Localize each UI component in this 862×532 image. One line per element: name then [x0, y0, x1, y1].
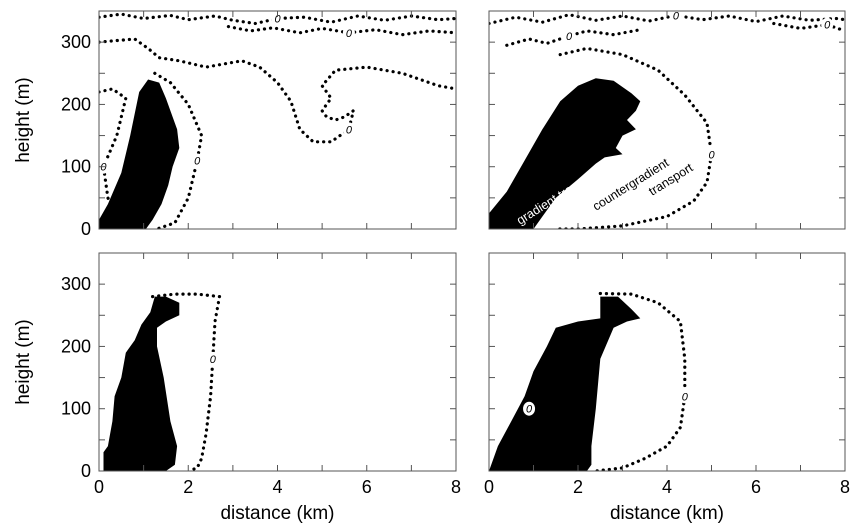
contour-label: 0: [824, 20, 831, 32]
contour-label-bg: [705, 147, 718, 162]
zero-contour-line: [153, 71, 204, 229]
contour-label: 0: [194, 155, 201, 167]
contour-label: 0: [274, 13, 281, 25]
y-tick-label: 0: [81, 461, 91, 481]
contour-label: 0: [346, 124, 353, 136]
y-tick-label: 0: [81, 219, 91, 239]
y-tick-label: 300: [61, 32, 91, 52]
x-tick-label: 2: [573, 477, 583, 497]
plot-area: 0: [103, 292, 222, 471]
contour-label: 0: [346, 28, 353, 40]
contour-label-bg: [523, 401, 536, 416]
contour-label-bg: [821, 17, 834, 32]
y-tick-label: 200: [61, 94, 91, 114]
plot-area: 0 0 0 0 0: [99, 11, 456, 229]
x-tick-label: 4: [272, 477, 282, 497]
zero-contour-line: [772, 21, 845, 33]
plot-area: 00: [489, 291, 691, 471]
contour-label: 0: [566, 31, 573, 43]
negative-flux-region: [99, 79, 180, 229]
x-tick-label: 8: [451, 477, 461, 497]
contour-label: 0: [682, 391, 689, 403]
negative-flux-region: [489, 296, 641, 471]
y-tick-label: 100: [61, 399, 91, 419]
zero-contour-line: [99, 12, 456, 26]
x-tick-label: 2: [183, 477, 193, 497]
zero-contour-line: [99, 37, 456, 144]
zero-contour-line: [505, 28, 642, 47]
x-tick-label: 8: [840, 477, 850, 497]
x-tick-label: 4: [662, 477, 672, 497]
x-tick-label: 6: [751, 477, 761, 497]
x-axis-label: distance (km): [220, 503, 334, 524]
contour-label-bg: [342, 25, 355, 40]
x-tick-label: 6: [362, 477, 372, 497]
contour-label: 0: [673, 10, 680, 22]
x-tick-label: 0: [94, 477, 104, 497]
zero-contour-line: [151, 292, 222, 471]
x-tick-label: 0: [484, 477, 494, 497]
contour-label-bg: [678, 389, 691, 404]
y-axis-label: height (m): [13, 319, 34, 405]
plot-area: 0 0 0 0: [489, 10, 845, 229]
contour-label: 0: [526, 404, 533, 416]
x-axis-label: distance (km): [610, 503, 724, 524]
contour-label-bg: [206, 351, 219, 366]
contour-label-bg: [563, 28, 576, 43]
zero-contour-line: [226, 25, 456, 37]
y-tick-label: 100: [61, 157, 91, 177]
zero-contour-line: [489, 13, 845, 26]
y-tick-label: 200: [61, 336, 91, 356]
y-tick-label: 300: [61, 274, 91, 294]
zero-contour-line: [99, 87, 132, 229]
y-axis-label: height (m): [13, 77, 34, 163]
negative-flux-region: [103, 296, 180, 471]
contour-label: 0: [100, 162, 107, 174]
contour-label: 0: [708, 149, 715, 161]
contour-label: 0: [210, 354, 217, 366]
panel-top-left: 0 0 0 0 0 0 100 200 300 height (m): [13, 10, 457, 239]
contour-label-bg: [342, 122, 355, 137]
contour-label-bg: [669, 11, 682, 23]
contour-label-bg: [271, 11, 284, 26]
negative-flux-region: [489, 78, 641, 229]
contour-label-bg: [191, 153, 204, 168]
